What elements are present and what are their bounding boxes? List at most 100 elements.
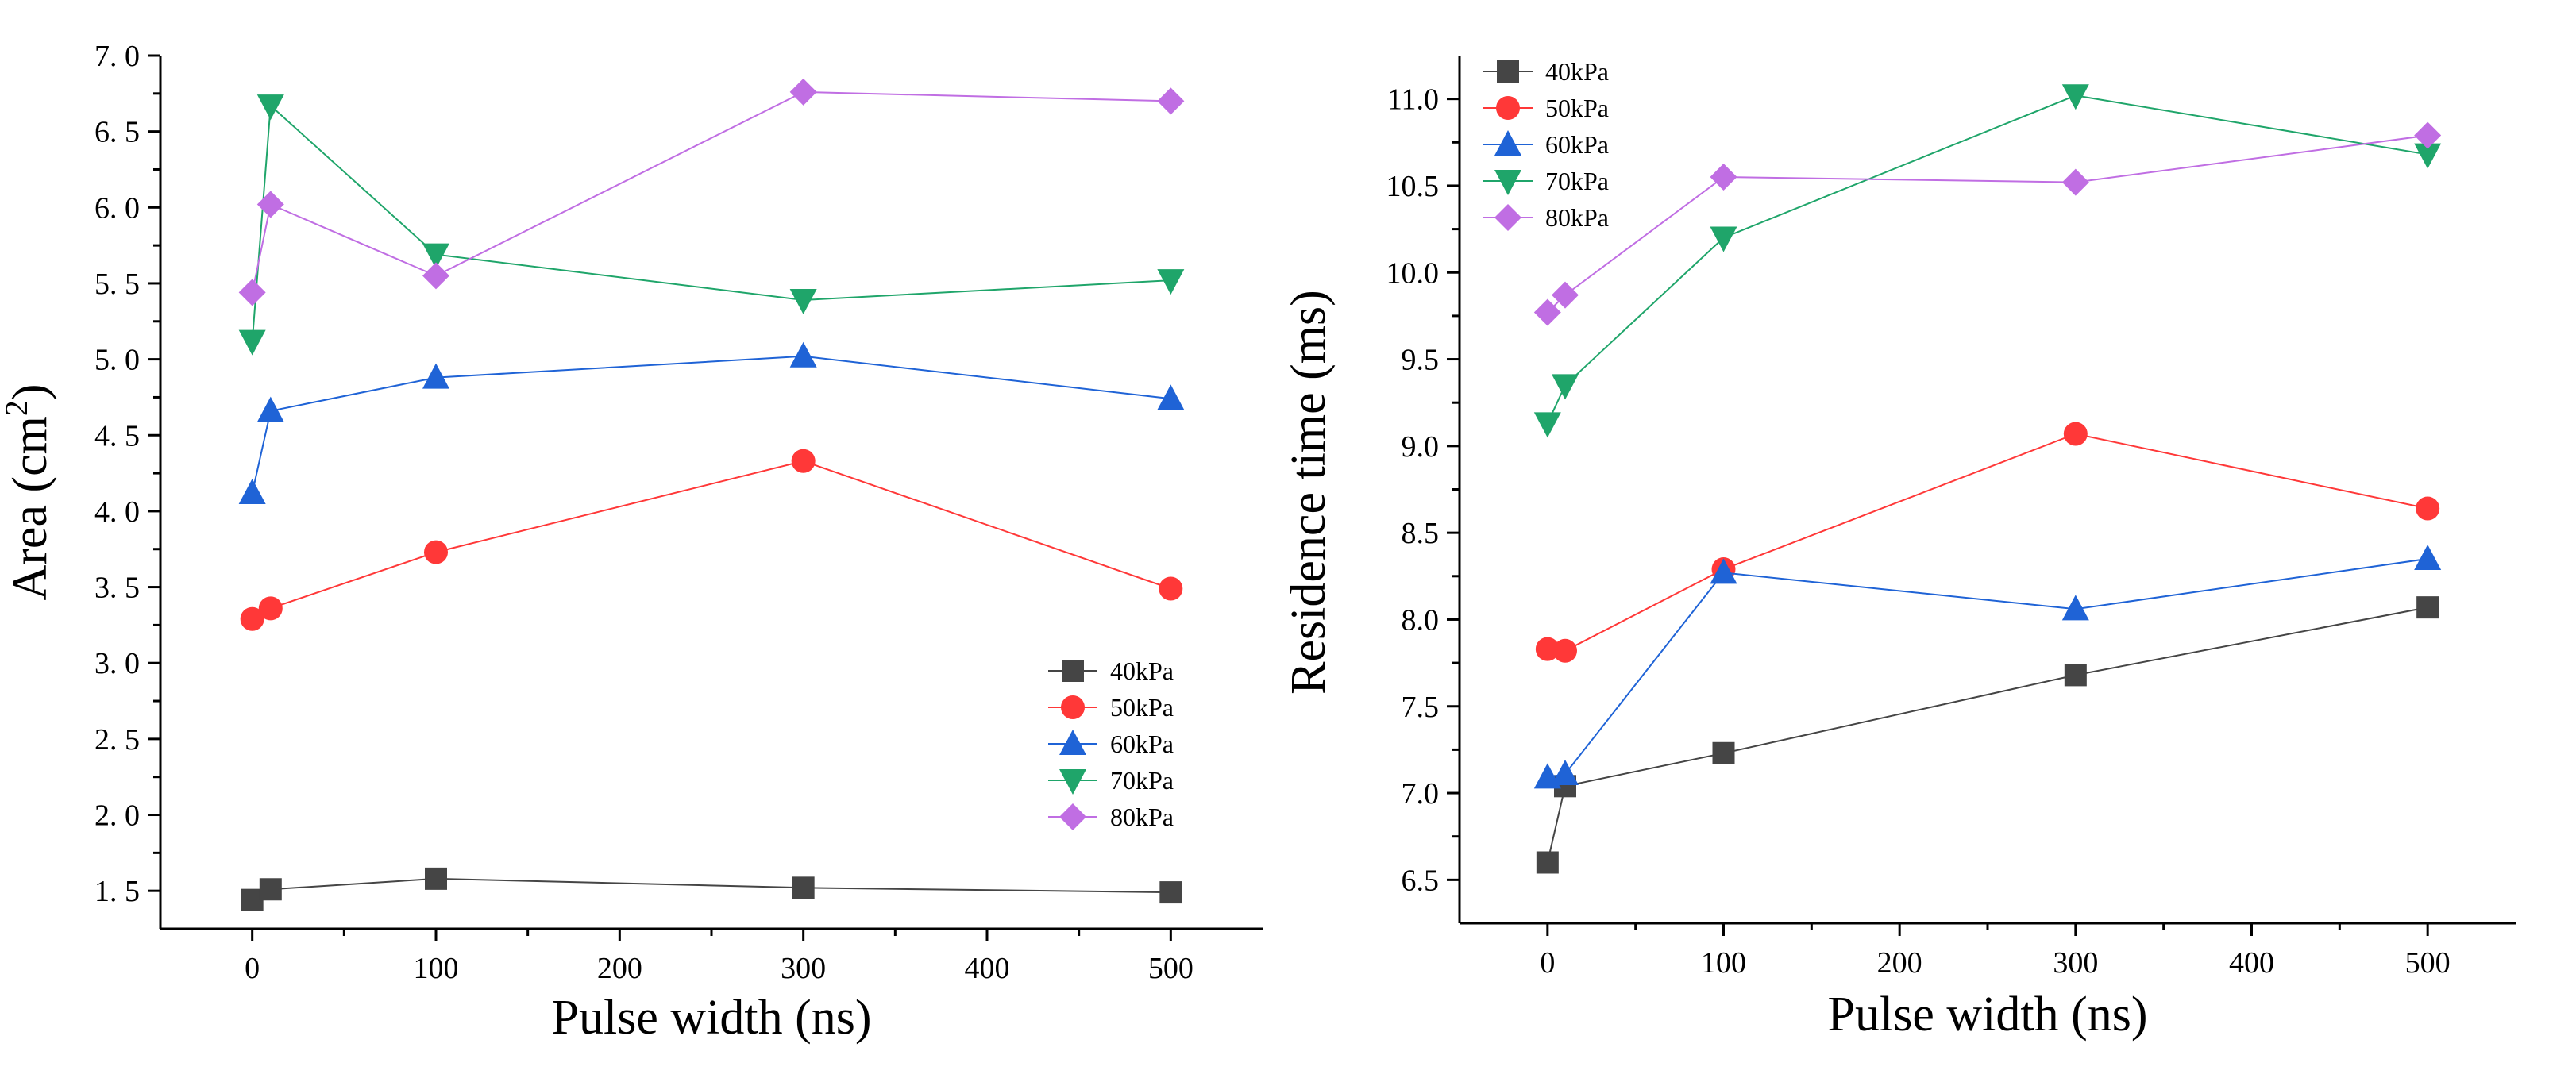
series-line-50kpa [252, 460, 1171, 620]
legend-label: 40kPa [1110, 657, 1174, 685]
data-point-80kpa [1157, 87, 1185, 115]
y-tick-label: 5. 5 [94, 268, 140, 301]
y-axis-title-tail: ) [3, 383, 57, 400]
data-point-80kpa [1533, 298, 1561, 326]
series-40kpa [241, 867, 1182, 911]
y-tick-label: 2. 5 [94, 723, 140, 757]
data-point-60kpa [1552, 760, 1579, 786]
data-point-40kpa [792, 876, 815, 899]
area-chart-panel: 0 100 200 300 400 500 1. 5 2. 0 2. 5 3. 0 3. 5 4. 0… [0, 40, 1263, 1045]
data-point-60kpa [256, 396, 284, 422]
legend-marker-60kpa [1494, 130, 1521, 156]
axes: 0 100 200 300 400 500 6.5 7.0 7.5 8.0 8.5 9.0 9.5 10.… [1386, 56, 2516, 980]
legend-item-50kpa: 50kPa [1483, 94, 1609, 122]
data-point-80kpa [789, 78, 817, 106]
legend-label: 40kPa [1545, 57, 1609, 86]
y-axis-title: Residence time (ms) [1282, 290, 1336, 695]
legend-item-40kpa: 40kPa [1048, 657, 1174, 685]
x-tick-label: 200 [1877, 946, 1922, 980]
legend-marker-70kpa [1059, 769, 1086, 795]
legend-label: 50kPa [1545, 94, 1609, 122]
data-point-60kpa [789, 341, 817, 368]
data-point-50kpa [424, 540, 448, 564]
x-axis-title: Pulse width (ns) [1828, 988, 2148, 1042]
data-point-80kpa [2061, 168, 2089, 196]
data-point-70kpa [256, 94, 284, 121]
data-point-80kpa [422, 262, 449, 290]
y-tick-label: 3. 5 [94, 572, 140, 605]
legend-marker-60kpa [1059, 730, 1086, 755]
x-tick-label: 400 [2229, 946, 2274, 980]
x-tick-label: 500 [2405, 946, 2451, 980]
data-point-60kpa [2414, 544, 2442, 570]
x-tick-label: 300 [2053, 946, 2098, 980]
data-point-40kpa [2064, 664, 2087, 687]
legend-label: 80kPa [1110, 803, 1174, 831]
data-point-50kpa [1159, 576, 1183, 601]
data-point-40kpa [425, 867, 447, 890]
y-tick-label: 7.0 [1402, 777, 1440, 811]
series-70kpa [238, 94, 1185, 356]
legend-item-70kpa: 70kPa [1048, 766, 1174, 795]
legend-label: 60kPa [1110, 730, 1174, 758]
x-tick-label: 100 [414, 952, 459, 985]
x-tick-label: 200 [597, 952, 642, 985]
data-point-80kpa [238, 279, 266, 306]
data-point-50kpa [240, 606, 264, 631]
legend-item-50kpa: 50kPa [1048, 693, 1174, 722]
data-point-80kpa [256, 191, 284, 218]
legend-label: 70kPa [1110, 766, 1174, 795]
series-70kpa [1533, 84, 2442, 438]
series-80kpa [238, 78, 1185, 306]
y-tick-label: 9.5 [1402, 344, 1440, 377]
data-point-60kpa [2061, 595, 2089, 621]
x-tick-label: 400 [965, 952, 1010, 985]
y-tick-label: 5. 0 [94, 344, 140, 377]
data-point-70kpa [1533, 412, 1561, 438]
y-tick-label: 11.0 [1387, 83, 1439, 117]
series-line-60kpa [251, 355, 1171, 494]
y-tick-label: 1. 5 [94, 875, 140, 908]
x-tick-label: 0 [1540, 946, 1555, 980]
y-tick-label: 6. 5 [94, 116, 140, 149]
y-tick-label: 6.5 [1402, 864, 1440, 897]
data-point-40kpa [1712, 741, 1735, 764]
legend-marker-80kpa [1494, 204, 1521, 231]
y-axis-title-main: Residence time (ms) [1282, 290, 1336, 695]
x-tick-label: 500 [1148, 952, 1194, 985]
series-line-40kpa [252, 877, 1171, 901]
y-axis-title-main: Area (cm [3, 416, 57, 600]
data-point-40kpa [2416, 596, 2439, 619]
legend-item-80kpa: 80kPa [1048, 803, 1174, 831]
data-point-50kpa [2416, 496, 2440, 521]
data-point-70kpa [789, 289, 817, 314]
y-tick-label: 3. 0 [94, 647, 140, 680]
x-tick-label: 0 [245, 952, 260, 985]
series-60kpa [1533, 544, 2442, 789]
data-point-60kpa [1157, 384, 1185, 410]
legend-item-40kpa: 40kPa [1483, 57, 1609, 86]
series-line-70kpa [251, 103, 1171, 341]
data-point-50kpa [258, 596, 283, 621]
data-point-60kpa [1710, 558, 1737, 584]
series-50kpa [240, 449, 1183, 631]
y-axis-title: Area (cm2) [0, 383, 57, 600]
legend-item-60kpa: 60kPa [1048, 730, 1174, 758]
data-point-70kpa [1710, 226, 1737, 252]
x-tick-label: 300 [781, 952, 826, 985]
data-point-40kpa [1536, 851, 1559, 874]
data-point-50kpa [2063, 422, 2088, 446]
x-tick-label: 100 [1701, 946, 1746, 980]
data-point-70kpa [1157, 269, 1185, 295]
data-point-50kpa [1553, 638, 1577, 663]
y-tick-label: 6. 0 [94, 191, 140, 225]
y-tick-label: 7. 0 [94, 40, 140, 73]
legend-marker-80kpa [1059, 803, 1086, 830]
data-point-60kpa [422, 363, 449, 389]
series-50kpa [1535, 422, 2440, 663]
y-tick-label: 8.5 [1402, 517, 1440, 550]
y-tick-label: 9.0 [1402, 430, 1440, 464]
legend-marker-70kpa [1494, 170, 1521, 195]
legend-label: 80kPa [1545, 203, 1609, 232]
